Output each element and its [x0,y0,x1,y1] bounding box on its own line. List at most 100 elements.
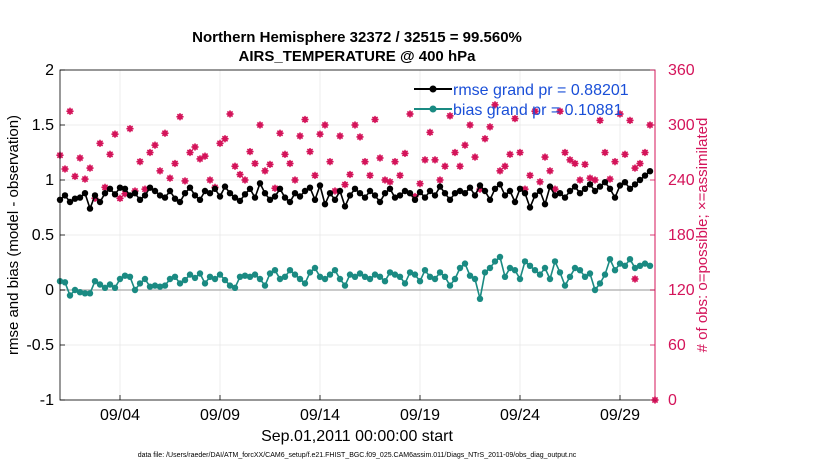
obs-marker-ring [512,115,518,122]
obs-marker-ring [117,195,123,202]
bias-point [486,264,494,272]
obs-marker-ring [482,136,488,142]
rmse-point [211,185,219,192]
obs-marker [256,121,264,129]
obs-marker [321,121,329,129]
obs-marker-ring [562,149,568,156]
bias-point [186,271,194,278]
obs-marker-ring [107,151,113,158]
obs-marker-ring [377,155,383,161]
bias-point [351,273,359,280]
rmse-point [236,197,244,205]
bias-point [341,282,349,289]
obs-marker [401,149,409,158]
obs-marker [216,139,224,147]
obs-marker [96,139,104,147]
obs-marker-ring [322,122,328,128]
obs-marker-ring [577,177,583,183]
obs-marker-ring [82,176,88,182]
right-tick-label: 360 [668,62,695,79]
rmse-point [516,185,524,192]
bias-point [391,271,399,278]
rmse-point [316,182,324,189]
x-tick-label: 09/09 [200,407,240,424]
obs-marker-ring [507,151,513,158]
obs-marker [491,101,499,109]
obs-marker-ring [517,149,523,156]
rmse-point [441,190,449,197]
obs-marker-ring [257,122,263,128]
right-tick-label: 180 [668,227,695,244]
obs-marker-ring [397,172,403,179]
bias-point [421,267,429,274]
rmse-point [346,192,354,199]
obs-marker [146,148,154,157]
rmse-point [156,192,164,199]
obs-marker-ring [217,140,223,147]
rmse-point [536,187,544,195]
rmse-point [471,192,479,199]
obs-marker [386,178,394,186]
obs-marker [231,162,239,170]
rmse-point [341,203,349,210]
rmse-point [231,194,239,201]
obs-marker-ring [342,181,348,188]
bias-point [616,260,624,267]
bias-point [86,290,94,297]
obs-marker [566,156,574,164]
obs-marker-ring [637,160,643,167]
rmse-point [556,190,564,197]
obs-marker [496,167,504,175]
rmse-point [161,194,169,201]
obs-marker-ring [442,163,448,169]
rmse-point [541,201,549,208]
obs-marker-ring [247,148,253,155]
obs-marker-ring [532,108,538,114]
rmse-point [476,182,484,189]
obs-marker-ring [392,158,398,165]
obs-marker [61,165,69,173]
bias-point [76,289,84,296]
obs-marker [251,159,259,168]
rmse-point [136,196,144,203]
rmse-point [241,191,249,198]
obs-marker-ring [307,148,313,155]
legend: rmse grand pr = 0.88201 bias grand pr = … [414,82,629,119]
obs-marker [541,153,549,161]
rmse-point [606,185,614,192]
bias-point [81,290,89,297]
obs-marker-ring [387,179,393,185]
obs-marker-ring [72,173,78,180]
obs-marker [381,176,389,184]
rmse-point [436,183,444,190]
bias-point [431,275,439,283]
obs-marker-ring [607,176,613,182]
obs-marker [466,121,474,129]
bias-point [171,273,179,280]
obs-marker [581,160,589,169]
obs-marker [511,114,519,123]
obs-marker [186,148,194,157]
rmse-point [646,168,654,175]
bias-point [161,282,169,289]
rmse-point [86,205,94,212]
rmse-point [636,176,644,184]
rmse-point [226,190,234,197]
obs-marker-ring [317,131,323,137]
rmse-point [106,185,114,192]
bias-point [156,283,164,290]
obs-marker-ring [202,153,208,159]
obs-marker [351,121,359,129]
obs-marker [276,129,284,137]
bias-point [406,269,414,276]
rmse-point [81,190,89,197]
bias-point [211,275,219,283]
bias-point [241,272,249,279]
obs-marker-ring [487,124,493,130]
bias-point [121,272,129,279]
bias-point [536,271,544,278]
rmse-point [376,198,384,206]
obs-marker [576,176,584,184]
obs-marker [441,162,449,170]
